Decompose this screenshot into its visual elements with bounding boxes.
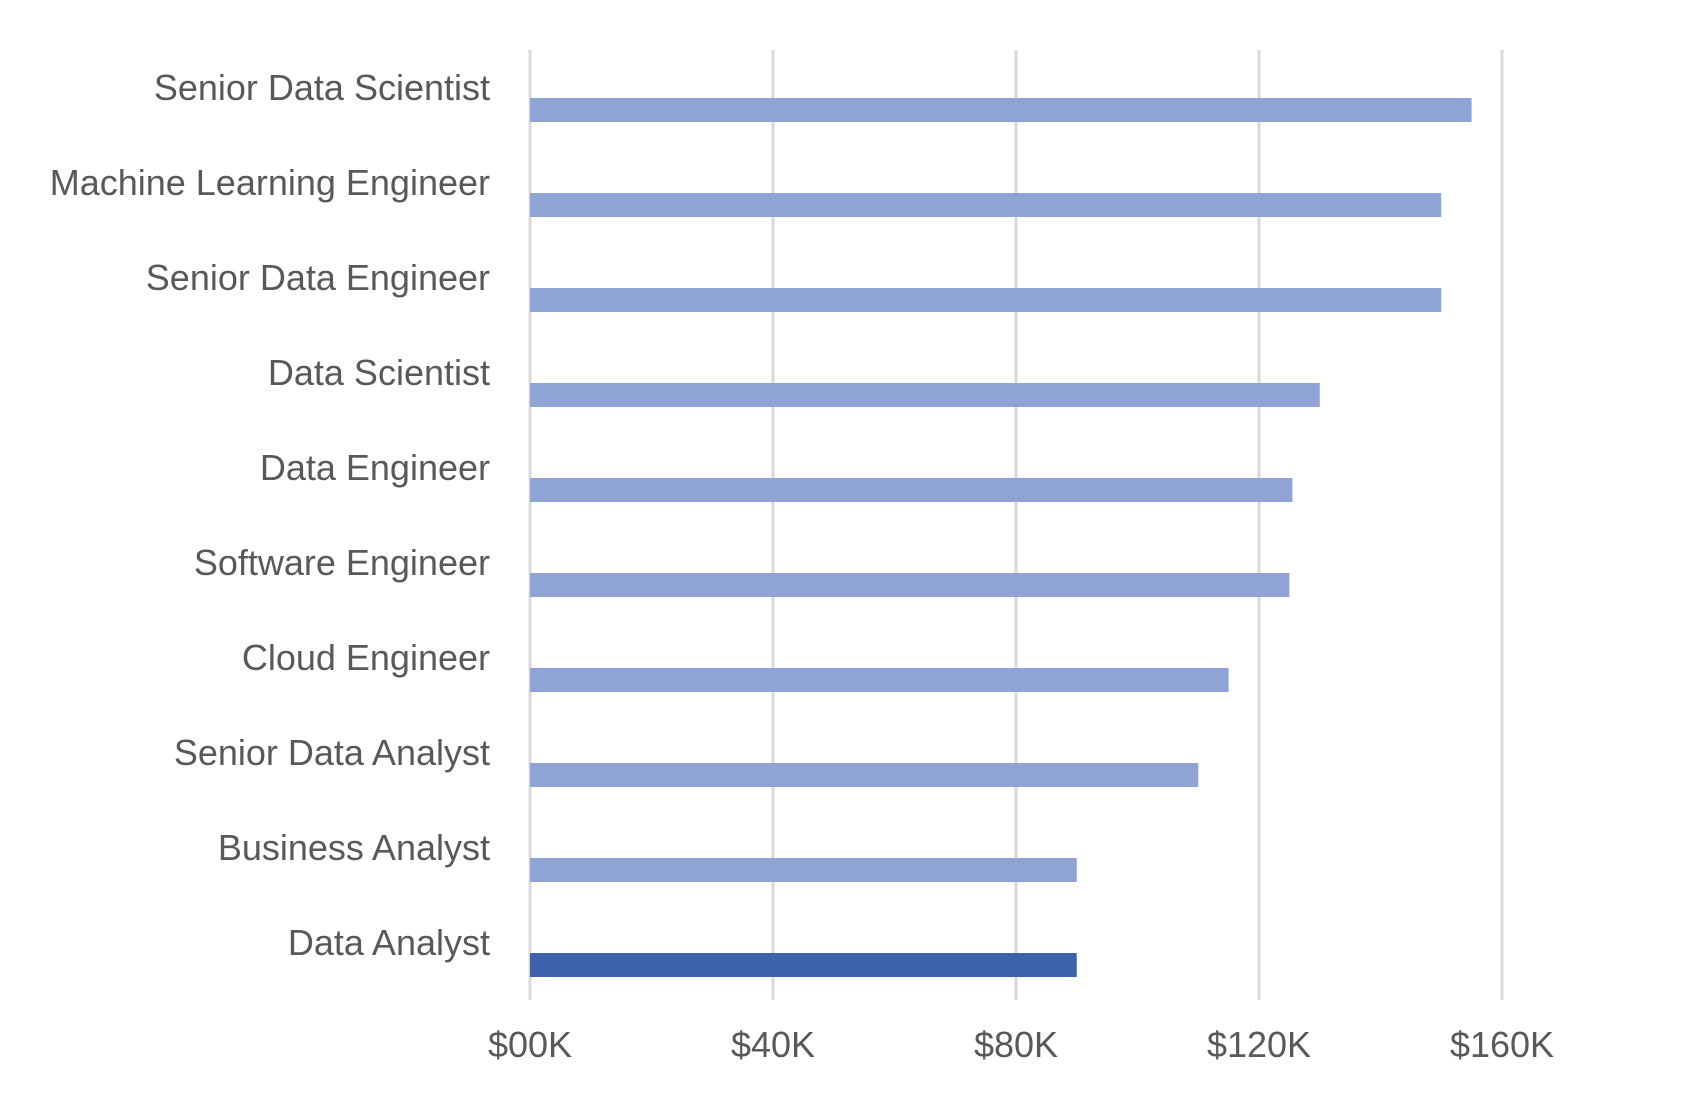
category-label-data-scientist: Data Scientist <box>268 352 490 393</box>
category-label-machine-learning-engineer: Machine Learning Engineer <box>50 162 490 203</box>
x-tick-label: $40K <box>731 1024 815 1065</box>
category-labels: Senior Data Scientist Machine Learning En… <box>50 67 490 963</box>
category-label-senior-data-analyst: Senior Data Analyst <box>174 732 490 773</box>
bar-senior-data-analyst <box>530 763 1199 787</box>
category-label-senior-data-engineer: Senior Data Engineer <box>146 257 490 298</box>
bar-software-engineer <box>530 573 1290 597</box>
x-tick-labels: $00K $40K $80K $120K $160K <box>488 1024 1554 1065</box>
x-tick-label: $120K <box>1207 1024 1311 1065</box>
bar-business-analyst <box>530 858 1077 882</box>
category-label-software-engineer: Software Engineer <box>194 542 490 583</box>
category-label-data-analyst: Data Analyst <box>288 922 490 963</box>
category-label-senior-data-scientist: Senior Data Scientist <box>154 67 490 108</box>
category-label-business-analyst: Business Analyst <box>218 827 490 868</box>
bar-machine-learning-engineer <box>530 193 1442 217</box>
bar-senior-data-scientist <box>530 98 1472 122</box>
category-label-cloud-engineer: Cloud Engineer <box>242 637 490 678</box>
gridlines <box>528 50 1504 1000</box>
x-tick-label: $00K <box>488 1024 572 1065</box>
category-label-data-engineer: Data Engineer <box>260 447 490 488</box>
bars <box>530 98 1472 977</box>
bar-cloud-engineer <box>530 668 1229 692</box>
bar-data-engineer <box>530 478 1293 502</box>
bar-data-analyst <box>530 953 1077 977</box>
bar-data-scientist <box>530 383 1320 407</box>
x-tick-label: $80K <box>974 1024 1058 1065</box>
x-tick-label: $160K <box>1450 1024 1554 1065</box>
bar-senior-data-engineer <box>530 288 1442 312</box>
